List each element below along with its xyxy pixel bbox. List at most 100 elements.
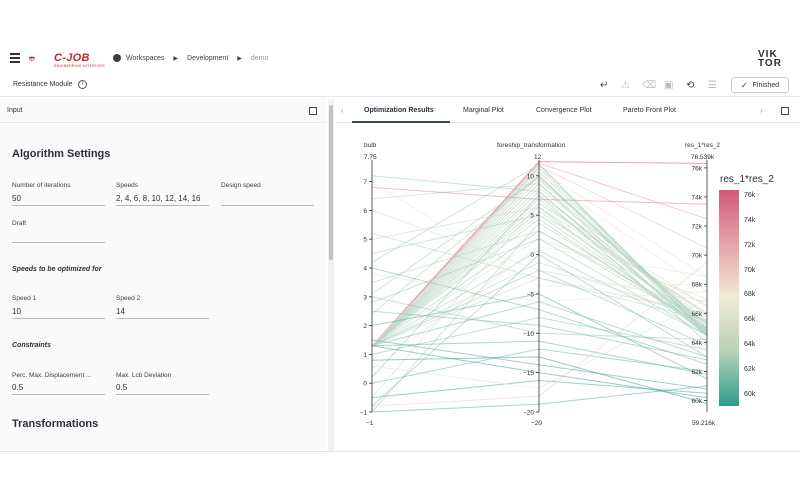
axis-tick-label: 7	[363, 179, 367, 186]
clear-icon[interactable]: ⌫	[642, 80, 657, 91]
tab-scroll-left-icon[interactable]: ‹	[341, 106, 344, 115]
chevron-right-icon: ▶	[237, 55, 242, 62]
colorbar-tick-label: 76k	[744, 191, 756, 199]
axis-tick-label: 74k	[692, 194, 703, 201]
data-line	[371, 230, 708, 347]
displacement-field[interactable]: 0.5	[12, 383, 105, 395]
parallel-coordinates-chart[interactable]: 76543210−11050−5−10−15−2076k74k72k70k68k…	[340, 160, 720, 422]
scrollbar-thumb[interactable]	[329, 105, 333, 260]
active-tab-indicator	[352, 121, 450, 123]
axis-tick-label: 5	[530, 213, 534, 220]
axis-tick-label: 66k	[692, 311, 703, 318]
tab-convergence-plot[interactable]: Convergence Plot	[536, 107, 592, 114]
speeds-field[interactable]: 2, 4, 6, 8, 10, 12, 14, 16	[116, 194, 209, 206]
breadcrumb-workspaces[interactable]: Workspaces	[126, 54, 165, 62]
speeds-label: Speeds	[116, 182, 139, 189]
colorbar-tick-label: 60k	[744, 391, 756, 399]
axis-max-foreship: 12	[534, 154, 542, 161]
draft-field[interactable]	[12, 231, 105, 243]
data-line	[371, 340, 708, 375]
save-icon[interactable]: ▣	[664, 80, 674, 91]
tab-pareto-front-plot[interactable]: Pareto Front Plot	[623, 107, 676, 114]
data-line	[371, 161, 708, 347]
axis-max-res: 76.539k	[691, 154, 715, 161]
design-speed-field[interactable]	[221, 194, 314, 206]
axis-tick-label: 76k	[692, 165, 703, 172]
logo-subtext: ENGINEERING INTERIORS	[54, 64, 105, 68]
viktor-logo-line1: VIK	[758, 49, 778, 60]
axis-tick-label: 5	[363, 237, 367, 244]
axis-tick-label: −5	[527, 291, 535, 298]
expand-chart-icon[interactable]	[781, 107, 789, 115]
colorbar-tick-label: 68k	[744, 291, 756, 299]
logo-text: C-JOB	[54, 52, 90, 64]
axis-tick-label: 60k	[692, 398, 703, 405]
axis-tick-label: 3	[363, 294, 367, 301]
data-line	[371, 253, 708, 407]
check-icon: ✓	[740, 80, 748, 90]
speed2-label: Speed 2	[116, 295, 141, 302]
breadcrumb: Workspaces ▶ Development ▶ demo	[113, 54, 268, 62]
results-tabs	[336, 99, 800, 123]
breadcrumb-development[interactable]: Development	[187, 54, 229, 62]
history-icon[interactable]: ⟲	[686, 80, 695, 91]
axis-tick-label: 0	[530, 252, 534, 259]
axis-max-bulb: 7.75	[364, 154, 377, 161]
axis-tick-label: 1	[363, 352, 367, 359]
tab-scroll-right-icon[interactable]: ›	[760, 106, 763, 115]
axis-title-foreship: foreship_transformation	[497, 142, 566, 149]
axis-tick-label: 70k	[692, 253, 703, 260]
colorbar	[719, 190, 739, 406]
speed2-field[interactable]: 14	[116, 307, 209, 319]
finished-label: Finished	[752, 81, 780, 89]
finished-button[interactable]: ✓ Finished	[731, 77, 789, 93]
input-tab[interactable]: Input	[7, 107, 23, 114]
axis-tick-label: −20	[523, 410, 534, 417]
axis-tick-label: 0	[363, 381, 367, 388]
company-logo	[28, 56, 36, 62]
axis-min-res: 59.216k	[692, 420, 716, 427]
scrollbar-track[interactable]	[328, 99, 334, 451]
module-title: Resistance Module	[13, 81, 73, 88]
chevron-right-icon: ▶	[173, 55, 179, 62]
enter-icon[interactable]: ↵	[600, 80, 609, 91]
speeds-to-optimize-title: Speeds to be optimized for	[12, 266, 102, 273]
input-panel-header	[0, 99, 326, 123]
axis-tick-label: 10	[527, 173, 535, 180]
speed1-field[interactable]: 10	[12, 307, 105, 319]
expand-icon[interactable]	[309, 107, 317, 115]
axis-tick-label: 2	[363, 323, 367, 330]
viktor-logo-line2: TOR	[758, 58, 782, 69]
archive-icon[interactable]: ☰	[708, 80, 717, 91]
module-toolbar	[0, 75, 800, 97]
iterations-field[interactable]: 50	[12, 194, 105, 206]
axis-min-bulb: −1	[366, 420, 374, 427]
axis-min-foreship: −20	[531, 420, 543, 427]
colorbar-title: res_1*res_2	[720, 174, 774, 185]
data-line	[371, 310, 708, 361]
menu-icon[interactable]	[10, 53, 20, 63]
info-icon[interactable]: i	[78, 80, 87, 89]
axis-tick-label: −10	[523, 331, 534, 338]
tab-optimization-results[interactable]: Optimization Results	[364, 107, 434, 114]
axis-title-bulb: bulb	[364, 142, 377, 149]
warning-icon[interactable]: ⚠	[621, 80, 630, 91]
constraints-title: Constraints	[12, 342, 51, 349]
iterations-label: Number of iterations	[12, 182, 71, 189]
divider	[0, 451, 800, 452]
data-line	[371, 277, 708, 347]
tab-marginal-plot[interactable]: Marginal Plot	[463, 107, 504, 114]
draft-label: Draft	[12, 220, 27, 227]
transformations-title: Transformations	[12, 418, 99, 430]
axis-tick-label: 64k	[692, 340, 703, 347]
breadcrumb-demo[interactable]: demo	[250, 54, 269, 62]
colorbar-tick-label: 70k	[744, 266, 756, 274]
axis-tick-label: −1	[360, 410, 368, 417]
displacement-label: Perc. Max. Displacement ...	[12, 372, 92, 379]
axis-tick-label: 72k	[692, 224, 703, 231]
design-speed-label: Design speed	[221, 182, 261, 189]
lcb-deviation-field[interactable]: 0.5	[116, 383, 209, 395]
axis-tick-label: −15	[523, 370, 534, 377]
colorbar-tick-label: 62k	[744, 366, 756, 374]
colorbar-tick-label: 74k	[744, 216, 756, 224]
